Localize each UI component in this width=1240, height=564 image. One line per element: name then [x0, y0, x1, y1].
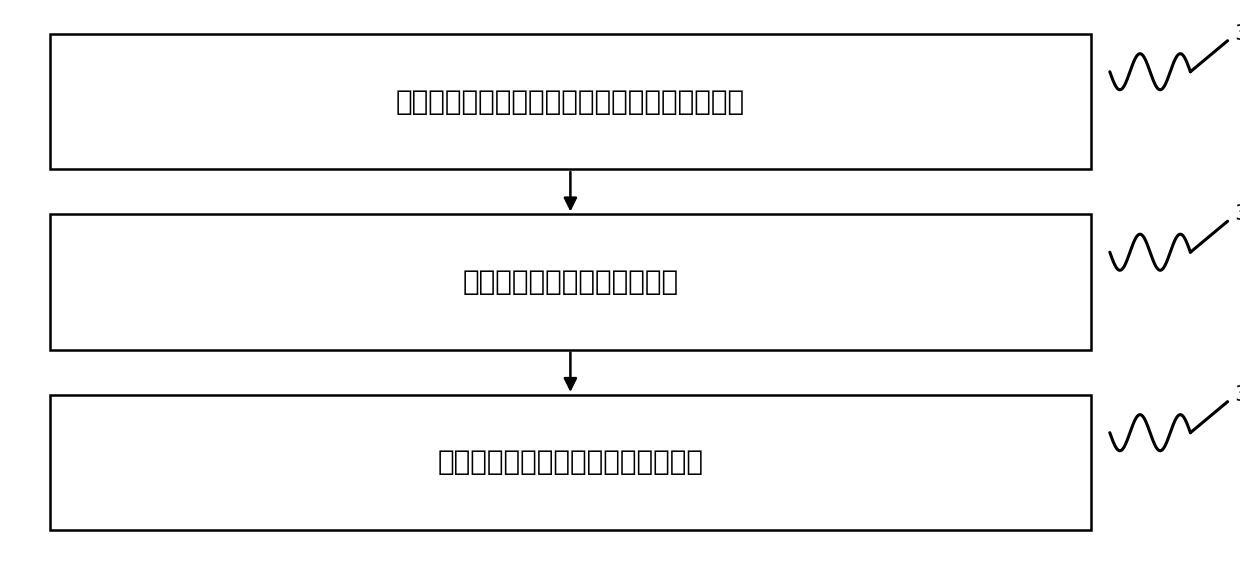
Text: 根据控制信号进行汽车底盘维护操作: 根据控制信号进行汽车底盘维护操作	[438, 448, 703, 477]
Text: 302: 302	[1234, 204, 1240, 224]
Text: 303: 303	[1234, 385, 1240, 404]
Bar	[50, 395, 1091, 530]
Text: 接收控制终端发送的控制信号: 接收控制终端发送的控制信号	[463, 268, 678, 296]
Bar	[50, 214, 1091, 350]
Bar	[50, 34, 1091, 169]
Text: 301: 301	[1234, 24, 1240, 43]
Text: 向控制终端发送底盘维护机器人的基本状态信息: 向控制终端发送底盘维护机器人的基本状态信息	[396, 87, 745, 116]
